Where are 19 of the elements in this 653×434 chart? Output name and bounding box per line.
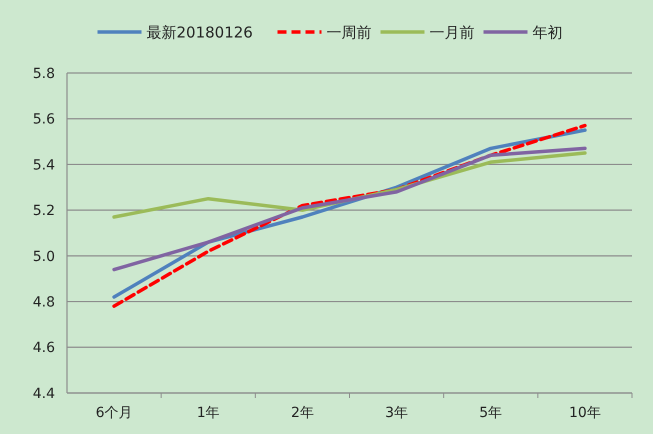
y-tick-label: 4.4 xyxy=(32,386,56,402)
y-tick-label: 4.6 xyxy=(32,340,56,356)
x-tick-label: 6个月 xyxy=(96,405,133,421)
y-tick-label: 5.4 xyxy=(32,157,56,174)
x-tick-label: 10年 xyxy=(569,405,601,421)
x-tick-label: 2年 xyxy=(290,405,314,421)
x-tick-label: 5年 xyxy=(479,405,502,421)
y-tick-label: 4.8 xyxy=(32,294,55,310)
legend-label: 年初 xyxy=(532,23,562,42)
line-series xyxy=(112,146,587,272)
x-tick-label: 1年 xyxy=(196,405,220,421)
legend-label: 最新20180126 xyxy=(146,23,253,42)
y-tick-label: 5.6 xyxy=(32,112,56,128)
legend-label: 一月前 xyxy=(430,23,474,42)
y-tick-label: 5.8 xyxy=(32,66,55,82)
x-tick-label: 3年 xyxy=(385,405,408,421)
y-tick-label: 5.0 xyxy=(32,248,55,265)
legend-label: 一周前 xyxy=(326,23,372,42)
y-tick-label: 5.2 xyxy=(32,203,55,220)
